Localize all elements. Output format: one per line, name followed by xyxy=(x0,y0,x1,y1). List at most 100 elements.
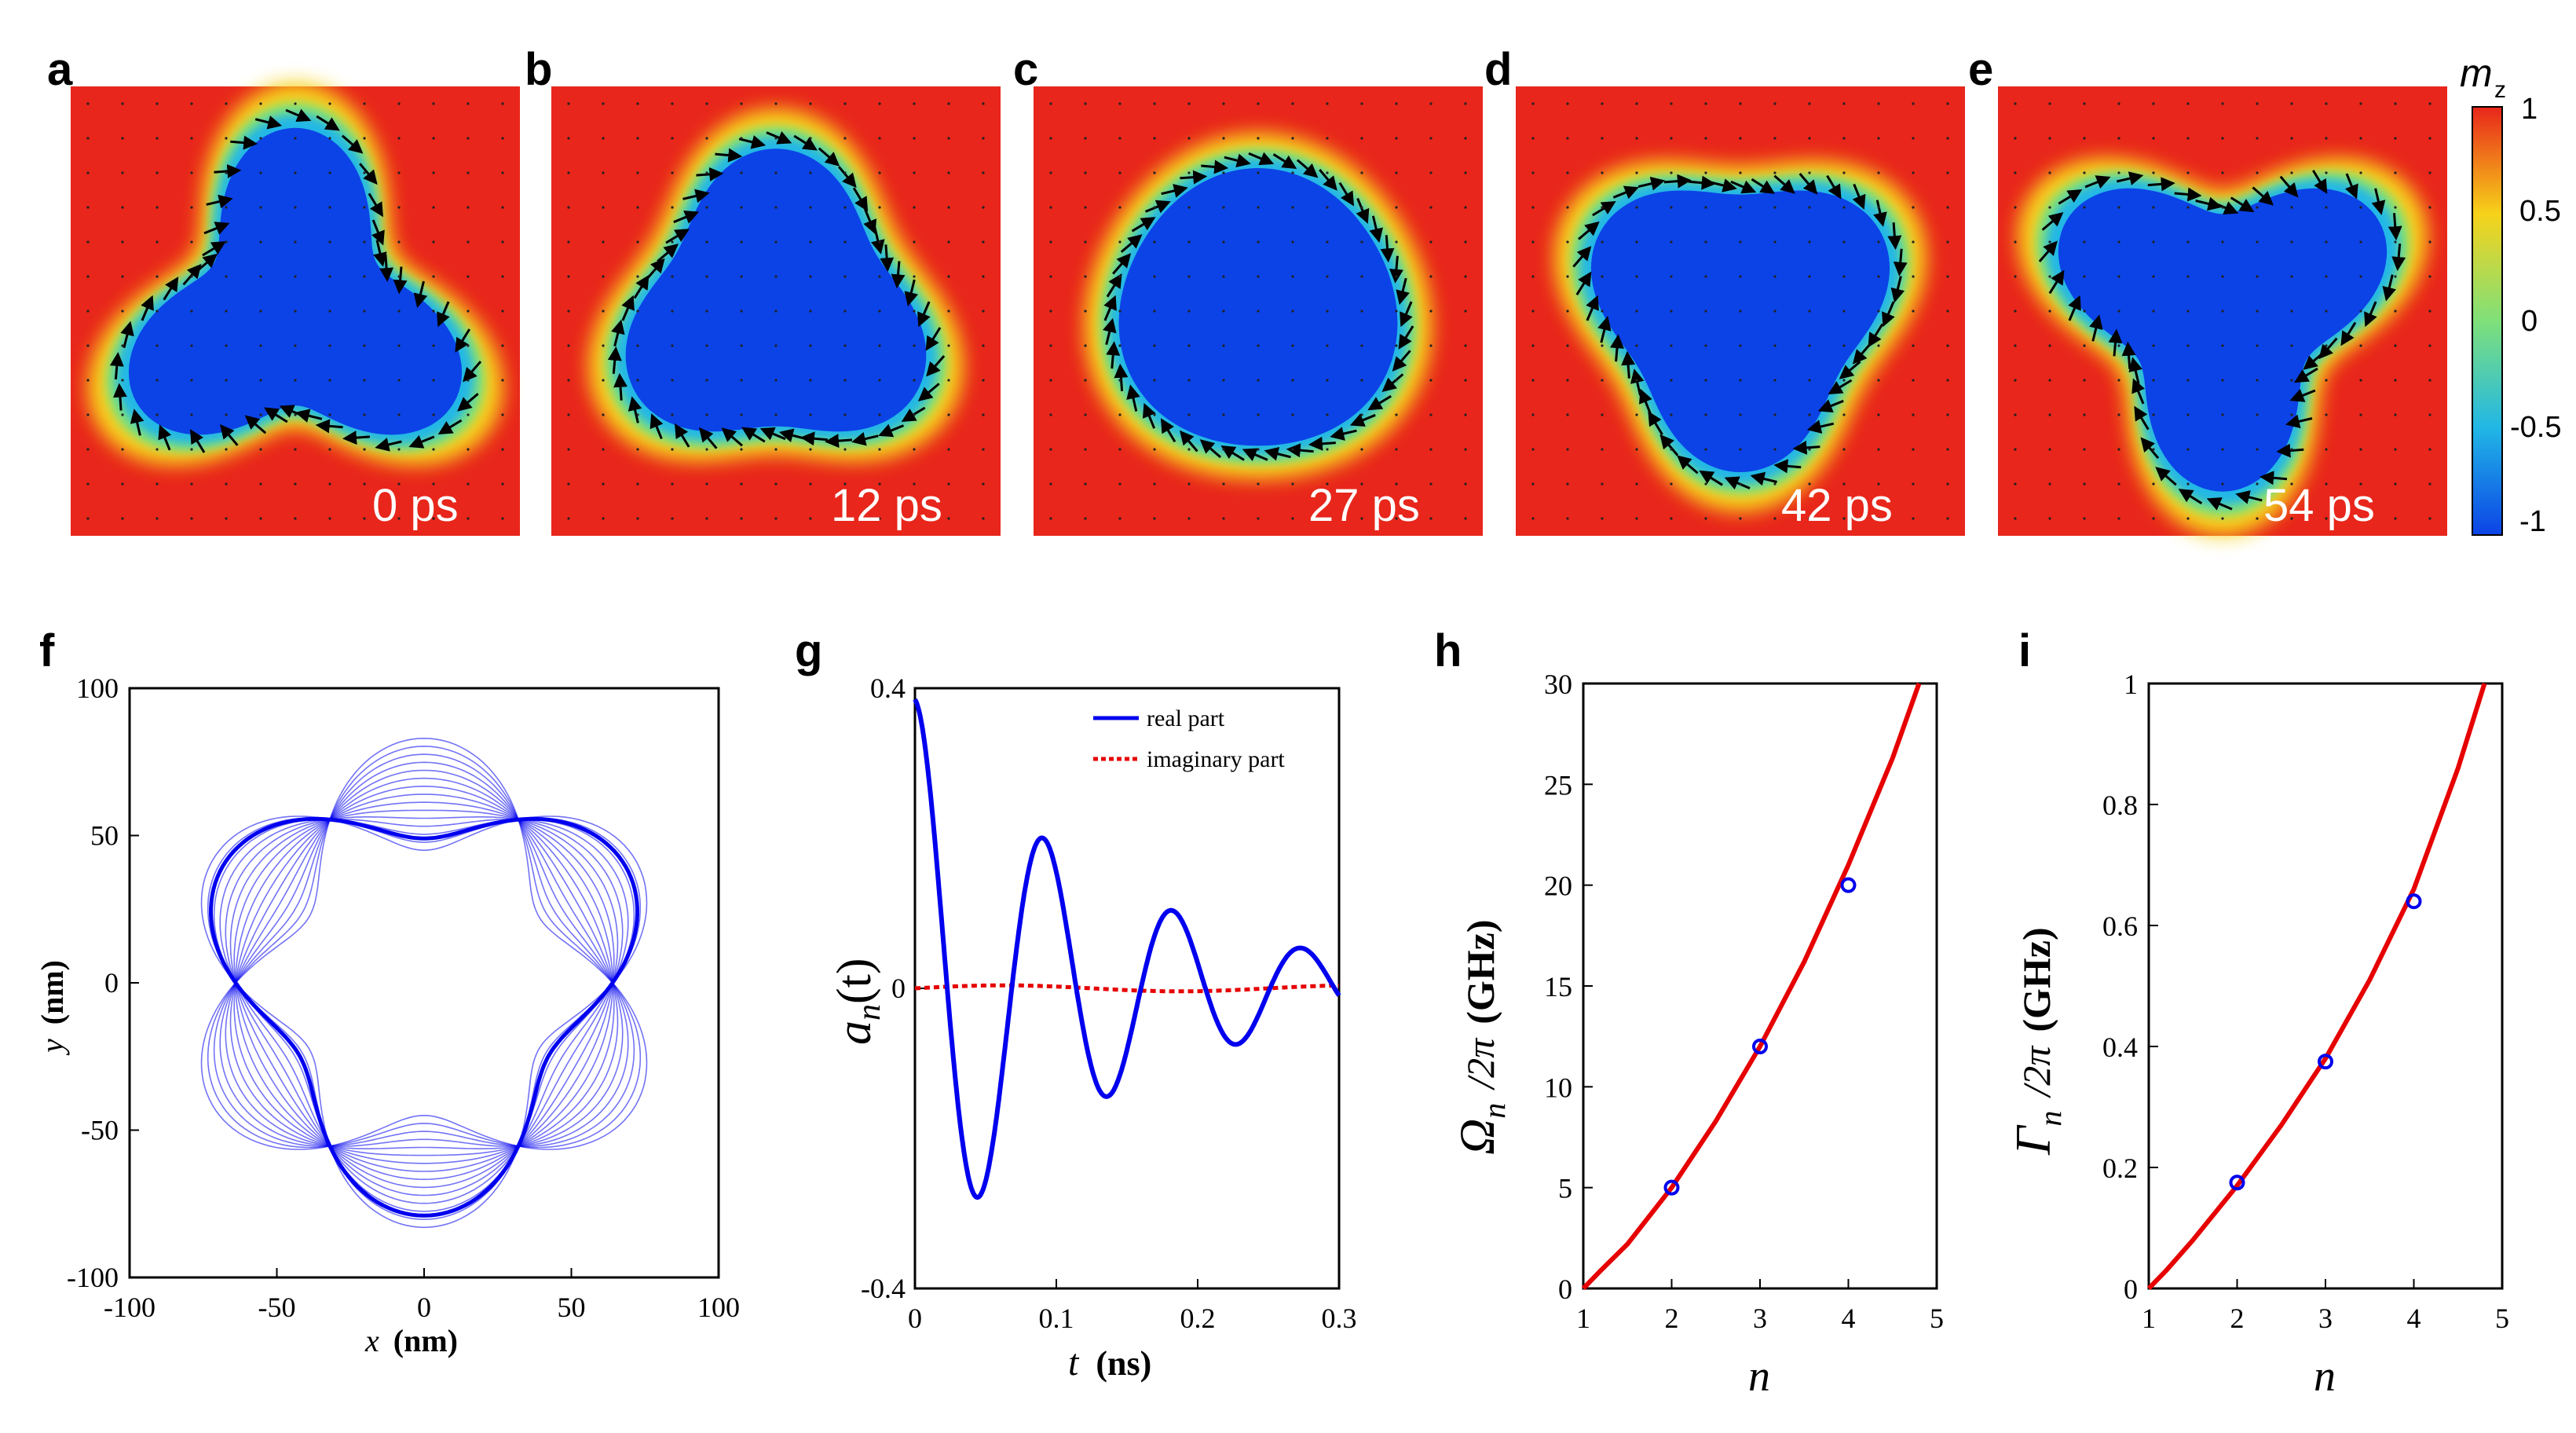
data-point xyxy=(2406,893,2422,910)
magnetization-arrow xyxy=(1180,170,1208,185)
chart-g-series xyxy=(913,698,1341,1200)
grid-dot xyxy=(397,137,401,140)
grid-dot xyxy=(947,482,950,486)
grid-dot xyxy=(328,137,331,140)
grid-dot xyxy=(294,102,297,105)
grid-dot xyxy=(86,102,90,105)
grid-dot xyxy=(705,413,708,416)
grid-dot xyxy=(1601,517,1604,520)
grid-dot xyxy=(1670,517,1673,520)
grid-dot xyxy=(878,310,881,313)
grid-dot xyxy=(567,240,570,244)
magnetization-arrow xyxy=(2131,378,2146,405)
grid-dot xyxy=(913,413,916,416)
grid-dot xyxy=(947,137,950,140)
grid-dot xyxy=(2048,344,2051,347)
magnetization-arrow xyxy=(2068,295,2081,321)
grid-dot xyxy=(501,448,504,451)
panel-label-d: d xyxy=(1484,44,1512,95)
grid-dot xyxy=(1704,171,1707,174)
grid-dot xyxy=(1429,240,1433,244)
magnetization-arrow xyxy=(112,383,127,411)
grid-dot xyxy=(2014,206,2017,209)
magnetization-arrow xyxy=(141,295,154,321)
magnetization-arrow xyxy=(2340,321,2357,346)
colorbar-tick-1: 1 xyxy=(2521,93,2538,126)
magnetization-arrow xyxy=(2364,301,2377,328)
chart-g-xlabel-var: t xyxy=(1068,1342,1080,1384)
magnetization-arrow xyxy=(607,346,622,374)
grid-dot xyxy=(705,379,708,382)
grid-dot xyxy=(1429,413,1433,416)
grid-dot xyxy=(328,448,331,451)
grid-dot xyxy=(2394,482,2397,486)
chart-g-ticks: 0 0.1 0.2 0.30.40-0.4 xyxy=(861,673,1357,1334)
magnetization-arrow xyxy=(1792,440,1820,455)
chart-f: -100 -50 0 50 100 100 50 0 -50 -100 x (nm) y (nm) xyxy=(35,673,740,1358)
colorbar-tick-neg0.5: -0.5 xyxy=(2510,411,2561,444)
grid-dot xyxy=(1395,448,1398,451)
grid-dot xyxy=(328,102,331,105)
grid-dot xyxy=(225,102,228,105)
grid-dot xyxy=(567,344,570,347)
grid-dot xyxy=(1291,171,1294,174)
grid-dot xyxy=(328,379,331,382)
grid-dot xyxy=(121,275,124,278)
grid-dot xyxy=(190,413,193,416)
grid-dot xyxy=(156,275,159,278)
grid-dot xyxy=(2083,413,2086,416)
magnetization-arrow xyxy=(1868,323,1884,348)
grid-dot xyxy=(2221,275,2224,278)
grid-dot xyxy=(86,517,90,520)
grid-dot xyxy=(1912,206,1915,209)
grid-dot xyxy=(843,171,847,174)
grid-dot xyxy=(225,344,228,347)
magnetization-arrow xyxy=(196,253,218,273)
data-point xyxy=(2318,1054,2333,1070)
grid-dot xyxy=(1739,448,1742,451)
grid-dot xyxy=(2325,137,2328,140)
grid-dot xyxy=(432,275,435,278)
grid-dot xyxy=(1912,171,1915,174)
grid-dot xyxy=(982,275,985,278)
grid-dot xyxy=(2152,379,2155,382)
grid-dot xyxy=(328,413,331,416)
grid-dot xyxy=(1049,482,1052,486)
grid-dot xyxy=(2325,482,2328,486)
grid-dot xyxy=(259,240,262,244)
grid-dot xyxy=(1153,275,1156,278)
magnetization-arrow xyxy=(2089,314,2103,342)
grid-dot xyxy=(1635,240,1638,244)
grid-dot xyxy=(1773,517,1776,520)
grid-dot xyxy=(1601,344,1604,347)
grid-dot xyxy=(1429,102,1433,105)
y-tick-label: 0.4 xyxy=(870,673,906,704)
chart-g-ylabel-arg: (t) xyxy=(828,958,881,1004)
grid-dot xyxy=(1842,240,1846,244)
grid-dot xyxy=(1326,102,1329,105)
x-tick-label: 5 xyxy=(2495,1303,2509,1334)
grid-dot xyxy=(501,240,504,244)
grid-dot xyxy=(2083,206,2086,209)
grid-dot xyxy=(2256,379,2259,382)
magnetization-arrow xyxy=(341,134,364,154)
magnetization-arrow xyxy=(825,434,853,449)
grid-dot xyxy=(913,448,916,451)
grid-dot xyxy=(1049,102,1052,105)
grid-dot xyxy=(86,482,90,486)
grid-dot xyxy=(809,517,812,520)
chart-f-frame xyxy=(128,687,720,1279)
colorbar-tick-0.5: 0.5 xyxy=(2519,195,2561,228)
grid-dot xyxy=(1395,137,1398,140)
grid-dot xyxy=(1946,448,1949,451)
magnetization-arrow xyxy=(2108,328,2123,357)
chart-g-ylabel-sub: n xyxy=(851,1004,887,1021)
grid-dot xyxy=(1739,102,1742,105)
grid-dot xyxy=(2152,206,2155,209)
magnetization-arrow xyxy=(1201,159,1229,174)
grid-dot xyxy=(1842,102,1846,105)
grid-dot xyxy=(1084,310,1087,313)
x-tick-label: 0 xyxy=(417,1292,431,1323)
grid-dot xyxy=(2221,413,2224,416)
magnetization-arrow xyxy=(1400,301,1413,328)
